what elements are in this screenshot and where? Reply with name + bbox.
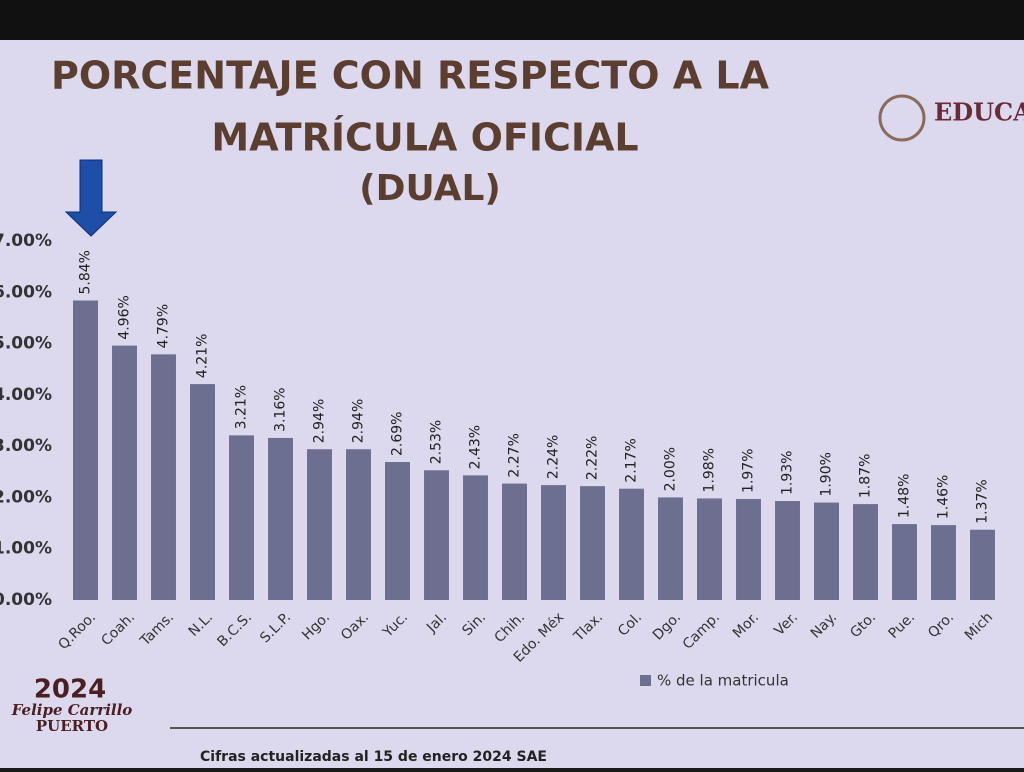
bar	[385, 462, 410, 600]
legend-swatch	[640, 675, 651, 686]
bar	[463, 475, 488, 600]
bar	[580, 486, 605, 600]
legend-label: % de la matricula	[657, 672, 789, 690]
y-tick-label: 7.00%	[0, 231, 52, 251]
logo-text: EDUCA	[934, 98, 1024, 127]
value-label: 4.21%	[195, 334, 211, 378]
value-label: 2.24%	[546, 435, 562, 479]
value-label: 2.69%	[390, 412, 406, 456]
bar	[424, 470, 449, 600]
bar	[619, 488, 644, 600]
title-line: (DUAL)	[359, 168, 501, 209]
value-label: 1.97%	[741, 448, 757, 492]
bar	[892, 524, 917, 600]
value-label: 5.84%	[78, 250, 94, 294]
bar	[697, 498, 722, 600]
bar	[346, 449, 371, 600]
value-label: 2.17%	[624, 438, 640, 482]
bar	[775, 501, 800, 600]
y-tick-label: 6.00%	[0, 282, 52, 302]
value-label: 2.94%	[351, 399, 367, 443]
highlight-arrow	[64, 159, 118, 237]
bar	[151, 354, 176, 600]
y-tick-label: 5.00%	[0, 334, 52, 354]
value-label: 2.43%	[468, 425, 484, 469]
y-tick-label: 3.00%	[0, 436, 52, 456]
bar	[112, 345, 137, 600]
bar	[931, 525, 956, 600]
value-label: 1.98%	[702, 448, 718, 492]
title-line: MATRÍCULA OFICIAL	[211, 116, 638, 160]
y-tick-label: 4.00%	[0, 385, 52, 405]
bar	[502, 483, 527, 600]
value-label: 1.48%	[897, 474, 913, 518]
ceiling	[0, 0, 1024, 40]
value-label: 4.79%	[156, 304, 172, 348]
bar	[853, 504, 878, 600]
bar	[970, 529, 995, 600]
event-year: 2024	[34, 675, 106, 705]
bar	[736, 498, 761, 600]
title-line: PORCENTAJE CON RESPECTO A LA	[51, 54, 770, 98]
value-label: 1.87%	[858, 454, 874, 498]
value-label: 2.22%	[585, 436, 601, 480]
y-tick-label: 1.00%	[0, 539, 52, 559]
value-label: 1.90%	[819, 452, 835, 496]
value-label: 2.27%	[507, 433, 523, 477]
footnote: Cifras actualizadas al 15 de enero 2024 …	[200, 749, 547, 765]
value-label: 4.96%	[117, 295, 133, 339]
value-label: 1.93%	[780, 451, 796, 495]
value-label: 2.94%	[312, 399, 328, 443]
bar	[658, 497, 683, 600]
bar	[229, 435, 254, 600]
bar	[190, 384, 215, 600]
value-label: 3.16%	[273, 387, 289, 431]
bar	[73, 300, 98, 600]
bar	[268, 437, 293, 600]
event-line: Felipe Carrillo	[11, 701, 133, 719]
bar	[541, 485, 566, 600]
logo-seal	[878, 94, 926, 142]
value-label: 2.00%	[663, 447, 679, 491]
event-line: PUERTO	[36, 717, 108, 735]
value-label: 2.53%	[429, 420, 445, 464]
bar	[307, 449, 332, 600]
value-label: 1.46%	[936, 475, 952, 519]
y-tick-label: 0.00%	[0, 590, 52, 610]
value-label: 1.37%	[975, 479, 991, 523]
y-tick-label: 2.00%	[0, 487, 52, 507]
value-label: 3.21%	[234, 385, 250, 429]
bar	[814, 502, 839, 600]
